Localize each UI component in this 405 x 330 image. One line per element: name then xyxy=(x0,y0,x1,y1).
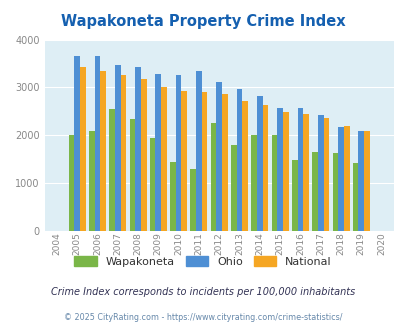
Bar xyxy=(109,109,115,231)
Bar xyxy=(251,135,256,231)
Bar xyxy=(94,56,100,231)
Bar xyxy=(242,101,247,231)
Bar xyxy=(262,105,268,231)
Bar xyxy=(120,76,126,231)
Bar xyxy=(222,94,227,231)
Bar xyxy=(170,162,175,231)
Bar xyxy=(196,71,201,231)
Bar xyxy=(291,160,297,231)
Bar xyxy=(201,92,207,231)
Bar xyxy=(363,131,369,231)
Bar xyxy=(282,112,288,231)
Bar xyxy=(337,127,343,231)
Bar xyxy=(181,91,187,231)
Bar xyxy=(236,89,242,231)
Bar xyxy=(100,71,106,231)
Bar xyxy=(80,67,85,231)
Bar xyxy=(161,87,166,231)
Bar xyxy=(141,79,146,231)
Bar xyxy=(115,65,120,231)
Bar xyxy=(149,138,155,231)
Legend: Wapakoneta, Ohio, National: Wapakoneta, Ohio, National xyxy=(70,251,335,271)
Bar xyxy=(74,56,80,231)
Bar xyxy=(297,108,303,231)
Bar xyxy=(317,115,323,231)
Bar xyxy=(303,114,308,231)
Bar xyxy=(271,135,277,231)
Bar xyxy=(190,169,196,231)
Bar xyxy=(68,135,74,231)
Bar xyxy=(311,152,317,231)
Bar xyxy=(175,75,181,231)
Bar xyxy=(135,67,141,231)
Bar xyxy=(129,118,135,231)
Bar xyxy=(210,123,216,231)
Bar xyxy=(323,118,328,231)
Text: © 2025 CityRating.com - https://www.cityrating.com/crime-statistics/: © 2025 CityRating.com - https://www.city… xyxy=(64,313,341,322)
Bar xyxy=(256,96,262,231)
Bar xyxy=(343,126,349,231)
Bar xyxy=(352,163,358,231)
Text: Wapakoneta Property Crime Index: Wapakoneta Property Crime Index xyxy=(60,14,345,29)
Bar xyxy=(155,74,161,231)
Bar xyxy=(89,130,94,231)
Text: Crime Index corresponds to incidents per 100,000 inhabitants: Crime Index corresponds to incidents per… xyxy=(51,287,354,297)
Bar xyxy=(216,82,222,231)
Bar xyxy=(230,145,236,231)
Bar xyxy=(332,153,337,231)
Bar xyxy=(277,108,282,231)
Bar xyxy=(358,131,363,231)
